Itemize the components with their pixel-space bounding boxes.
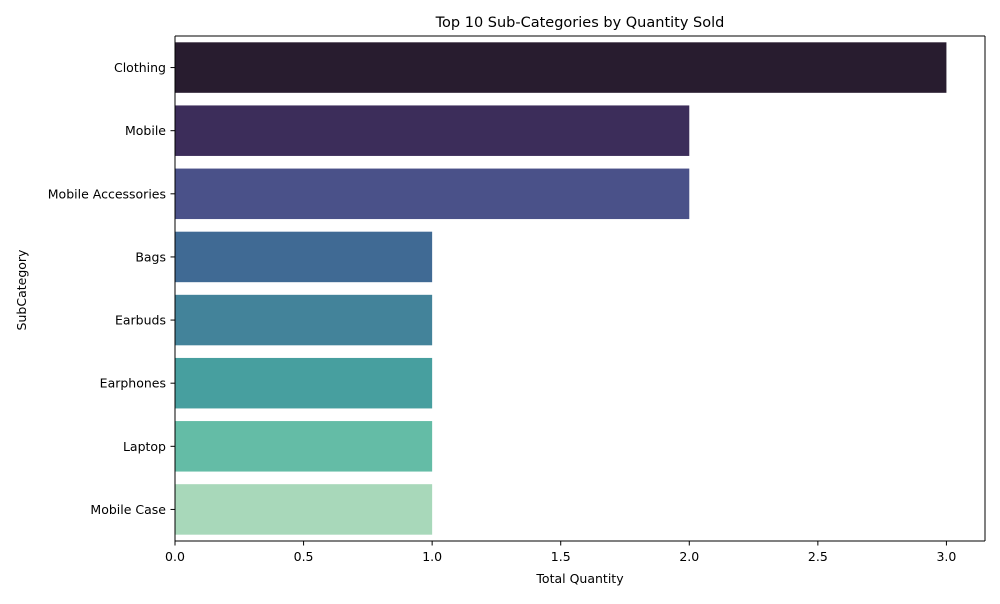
bar-mobile-case — [175, 484, 433, 535]
y-axis: Clothing Mobile Mobile Accessories Bags Earb… — [48, 60, 175, 517]
plot-frame — [174, 35, 986, 542]
x-tick-label: 2.5 — [808, 549, 828, 564]
x-tick-label: 1.0 — [422, 549, 442, 564]
bar-earbuds — [175, 294, 433, 346]
bars-layer — [175, 42, 947, 535]
x-tick-label: 2.0 — [679, 549, 699, 564]
chart-title: Top 10 Sub-Categories by Quantity Sold — [435, 15, 725, 31]
x-tick-label: 1.5 — [551, 549, 571, 564]
y-tick-label: Mobile Case — [90, 502, 166, 517]
x-tick-label: 0.0 — [165, 549, 185, 564]
bar-bags — [175, 231, 433, 283]
y-tick-label: Earphones — [100, 376, 166, 391]
bar-clothing — [175, 42, 947, 93]
bar-mobile-accessories — [175, 168, 690, 220]
y-tick-label: Mobile Accessories — [48, 186, 166, 201]
y-tick-label: Mobile — [125, 123, 166, 138]
x-tick-label: 3.0 — [936, 549, 956, 564]
bar-laptop — [175, 421, 433, 472]
x-axis: 0.0 0.5 1.0 1.5 2.0 2.5 3.0 — [165, 541, 956, 564]
bar-earphones — [175, 357, 433, 409]
bar-mobile — [175, 105, 690, 156]
x-axis-label: Total Quantity — [535, 571, 624, 586]
y-tick-label: Bags — [135, 249, 166, 264]
x-tick-label: 0.5 — [294, 549, 314, 564]
y-axis-label: SubCategory — [14, 249, 29, 330]
y-tick-label: Clothing — [114, 60, 166, 75]
y-tick-label: Laptop — [123, 439, 166, 454]
y-tick-label: Earbuds — [115, 313, 166, 328]
